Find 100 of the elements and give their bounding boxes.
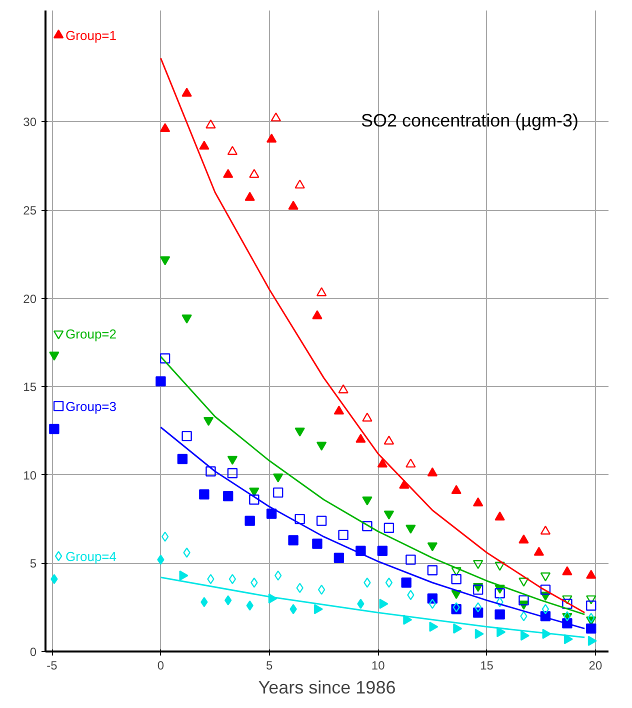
point xyxy=(338,384,348,394)
point xyxy=(249,168,260,178)
point xyxy=(362,496,372,506)
point xyxy=(427,565,438,576)
point xyxy=(272,473,284,482)
point xyxy=(290,604,297,614)
point xyxy=(157,554,164,565)
point xyxy=(494,512,505,520)
point xyxy=(518,534,529,544)
point xyxy=(160,353,170,364)
point xyxy=(156,376,166,386)
point xyxy=(472,497,484,506)
point xyxy=(451,485,462,494)
point xyxy=(384,436,394,445)
point xyxy=(206,119,216,128)
point xyxy=(294,180,305,189)
point xyxy=(377,458,388,468)
point xyxy=(224,595,232,606)
point xyxy=(312,310,322,320)
point xyxy=(429,622,438,632)
point xyxy=(312,538,322,549)
series-label: Group=4 xyxy=(66,549,116,564)
point xyxy=(494,562,505,571)
point xyxy=(451,567,462,576)
point xyxy=(451,574,462,584)
y-tick-label: 5 xyxy=(30,556,37,571)
point xyxy=(356,546,366,556)
x-tick-label: 0 xyxy=(157,658,164,672)
point xyxy=(379,598,388,609)
point xyxy=(244,516,255,526)
point xyxy=(474,628,484,639)
y-tick-label: 30 xyxy=(23,115,37,130)
point xyxy=(227,146,238,155)
point xyxy=(564,634,573,644)
point xyxy=(294,514,305,524)
x-axis-title: Years since 1986 xyxy=(258,678,396,698)
point xyxy=(542,604,550,614)
point xyxy=(179,570,188,581)
y-tick-label: 0 xyxy=(30,645,37,659)
point xyxy=(183,548,190,558)
point xyxy=(588,636,597,646)
point xyxy=(53,29,64,38)
x-tick-label: 15 xyxy=(480,658,494,672)
y-tick-label: 20 xyxy=(23,292,37,306)
point xyxy=(494,609,505,620)
y-tick-label: 10 xyxy=(23,468,37,482)
point xyxy=(377,546,388,556)
point xyxy=(364,578,371,588)
series-label: Group=3 xyxy=(66,399,116,414)
x-tick-label: 5 xyxy=(266,658,274,672)
point xyxy=(453,623,462,634)
point xyxy=(316,516,327,526)
point xyxy=(356,434,366,443)
point xyxy=(428,598,436,609)
point xyxy=(401,578,412,588)
point xyxy=(177,454,188,464)
point xyxy=(161,532,169,542)
point xyxy=(406,458,416,468)
point xyxy=(249,494,260,505)
point xyxy=(357,598,364,609)
point xyxy=(540,584,551,595)
point xyxy=(586,595,596,604)
point xyxy=(206,466,216,476)
point xyxy=(288,535,298,546)
point xyxy=(496,626,506,638)
point xyxy=(427,467,438,476)
point xyxy=(520,630,530,641)
point xyxy=(207,574,214,584)
series-label: Group=2 xyxy=(66,326,116,342)
point xyxy=(540,572,551,582)
line-series xyxy=(160,57,586,614)
point xyxy=(49,424,60,434)
point xyxy=(250,578,258,588)
point xyxy=(472,560,484,570)
point xyxy=(314,604,324,614)
point xyxy=(244,192,255,201)
point xyxy=(427,542,438,552)
point xyxy=(199,140,210,150)
point xyxy=(160,123,170,132)
point xyxy=(562,566,572,576)
point xyxy=(562,595,572,604)
point xyxy=(518,595,529,606)
point xyxy=(227,468,238,478)
point xyxy=(288,200,298,210)
y-tick-label: 25 xyxy=(23,204,37,218)
point xyxy=(222,491,234,502)
point xyxy=(362,521,372,532)
point xyxy=(270,112,282,122)
point xyxy=(520,611,528,622)
point xyxy=(182,88,192,97)
point xyxy=(586,570,596,579)
point xyxy=(266,508,277,519)
point xyxy=(334,406,344,415)
point xyxy=(534,546,544,556)
point xyxy=(406,554,416,565)
x-tick-label: 20 xyxy=(588,658,602,672)
point xyxy=(586,623,596,634)
y-tick-label: 15 xyxy=(23,380,37,394)
point xyxy=(274,570,282,581)
point xyxy=(50,574,58,584)
